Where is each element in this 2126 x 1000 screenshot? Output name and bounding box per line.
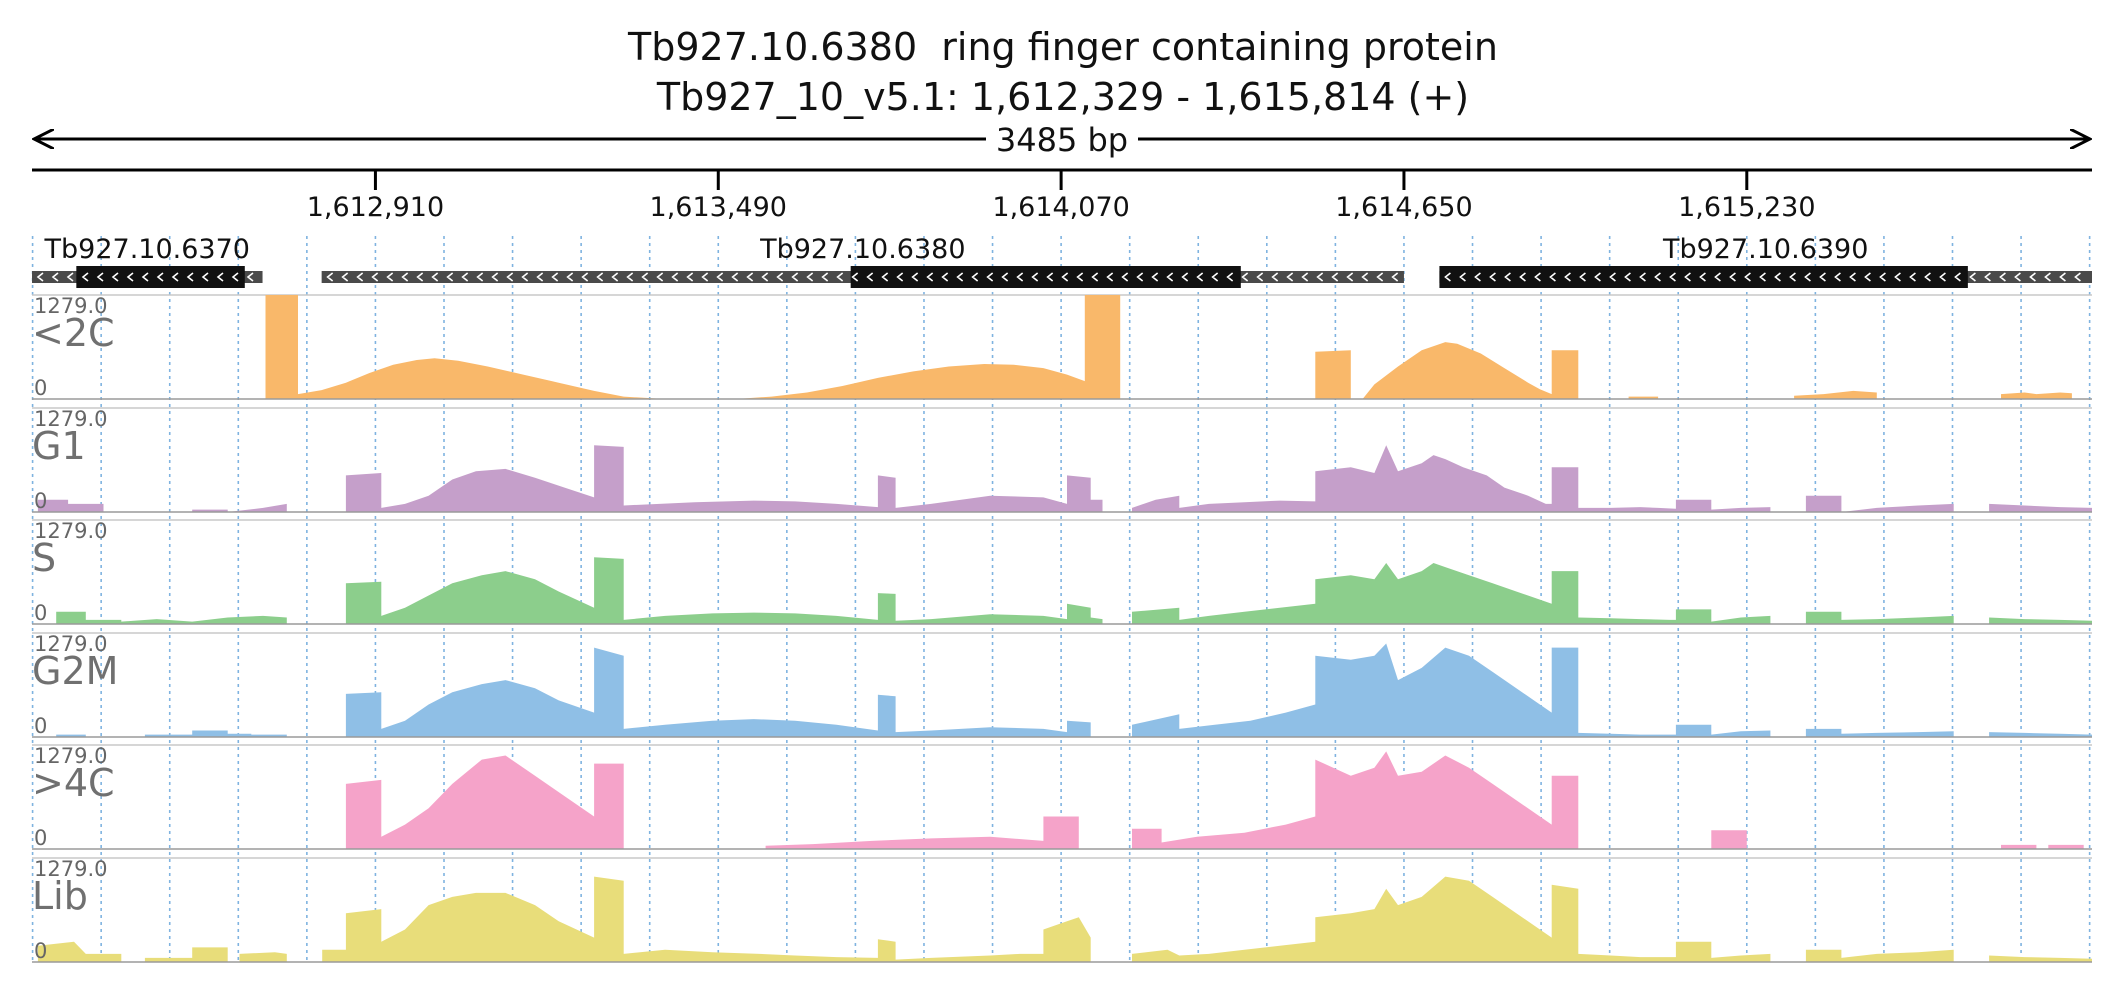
axis-tick-label: 1,613,490 [650, 192, 787, 223]
track-max-label: 1279.0 [34, 407, 107, 431]
chart-subtitle: Tb927_10_v5.1: 1,612,329 - 1,615,814 (+) [656, 75, 1470, 119]
track-name: <2C [32, 311, 115, 355]
track-max-label: 1279.0 [34, 857, 107, 881]
coverage-area [32, 751, 2092, 849]
track-min-label: 0 [34, 601, 47, 625]
track-min-label: 0 [34, 489, 47, 513]
gene-cds [76, 266, 245, 288]
track-name: G1 [32, 424, 86, 468]
track-min-label: 0 [34, 826, 47, 850]
span-label: 3485 bp [996, 121, 1128, 159]
track-name: Lib [32, 874, 88, 918]
axis-tick-label: 1,614,070 [992, 192, 1129, 223]
coverage-track: 1279.0S 0 [32, 519, 2092, 625]
gene-cds [1439, 266, 1968, 288]
track-min-label: 0 [34, 714, 47, 738]
gene-label: Tb927.10.6380 [759, 234, 965, 265]
track-name: S [32, 536, 56, 580]
coverage-area [32, 557, 2092, 624]
coverage-tracks: 1279.0<2C01279.0G101279.0S01279.0G2M0127… [32, 294, 2092, 963]
gene-annotation-track: Tb927.10.6370 Tb927.10.6380 Tb927.10.6390 [32, 234, 2092, 288]
span-indicator: 3485 bp [34, 120, 2090, 159]
gene-label: Tb927.10.6370 [44, 234, 250, 265]
track-max-label: 1279.0 [34, 632, 107, 656]
chart-title: Tb927.10.6380 ring finger containing pro… [628, 25, 1498, 69]
coverage-track: 1279.0>4C 0 [32, 744, 2092, 850]
coverage-area [32, 445, 2092, 512]
span-label-bg [986, 120, 1138, 158]
track-max-label: 1279.0 [34, 519, 107, 543]
gene-strand-chevrons [36, 272, 254, 282]
track-max-label: 1279.0 [34, 294, 107, 318]
coverage-area [32, 295, 2092, 399]
track-max-label: 1279.0 [34, 744, 107, 768]
axis-tick-label: 1,614,650 [1335, 192, 1472, 223]
track-name: G2M [32, 649, 118, 693]
track-min-label: 0 [34, 939, 47, 963]
gene-label: Tb927.10.6390 [1662, 234, 1868, 265]
track-min-label: 0 [34, 376, 47, 400]
position-axis: 1,612,910 1,613,490 1,614,070 1,614,650 1,61… [32, 168, 2092, 223]
coverage-track: 1279.0G1 0 [32, 407, 2092, 513]
coverage-track: 1279.0<2C 0 [32, 294, 2092, 400]
chart-title-block: Tb927.10.6380 ring finger containing pro… [0, 22, 2126, 122]
coverage-area [32, 876, 2092, 962]
track-name: >4C [32, 761, 115, 805]
axis-tick-label: 1,615,230 [1678, 192, 1815, 223]
gene-cds [850, 266, 1241, 288]
gene-strand-chevrons [1444, 272, 2081, 282]
axis-tick-label: 1,612,910 [307, 192, 444, 223]
coverage-area [32, 643, 2092, 737]
gene-strand-chevrons [326, 272, 1399, 282]
grid-lines [31, 236, 2091, 962]
